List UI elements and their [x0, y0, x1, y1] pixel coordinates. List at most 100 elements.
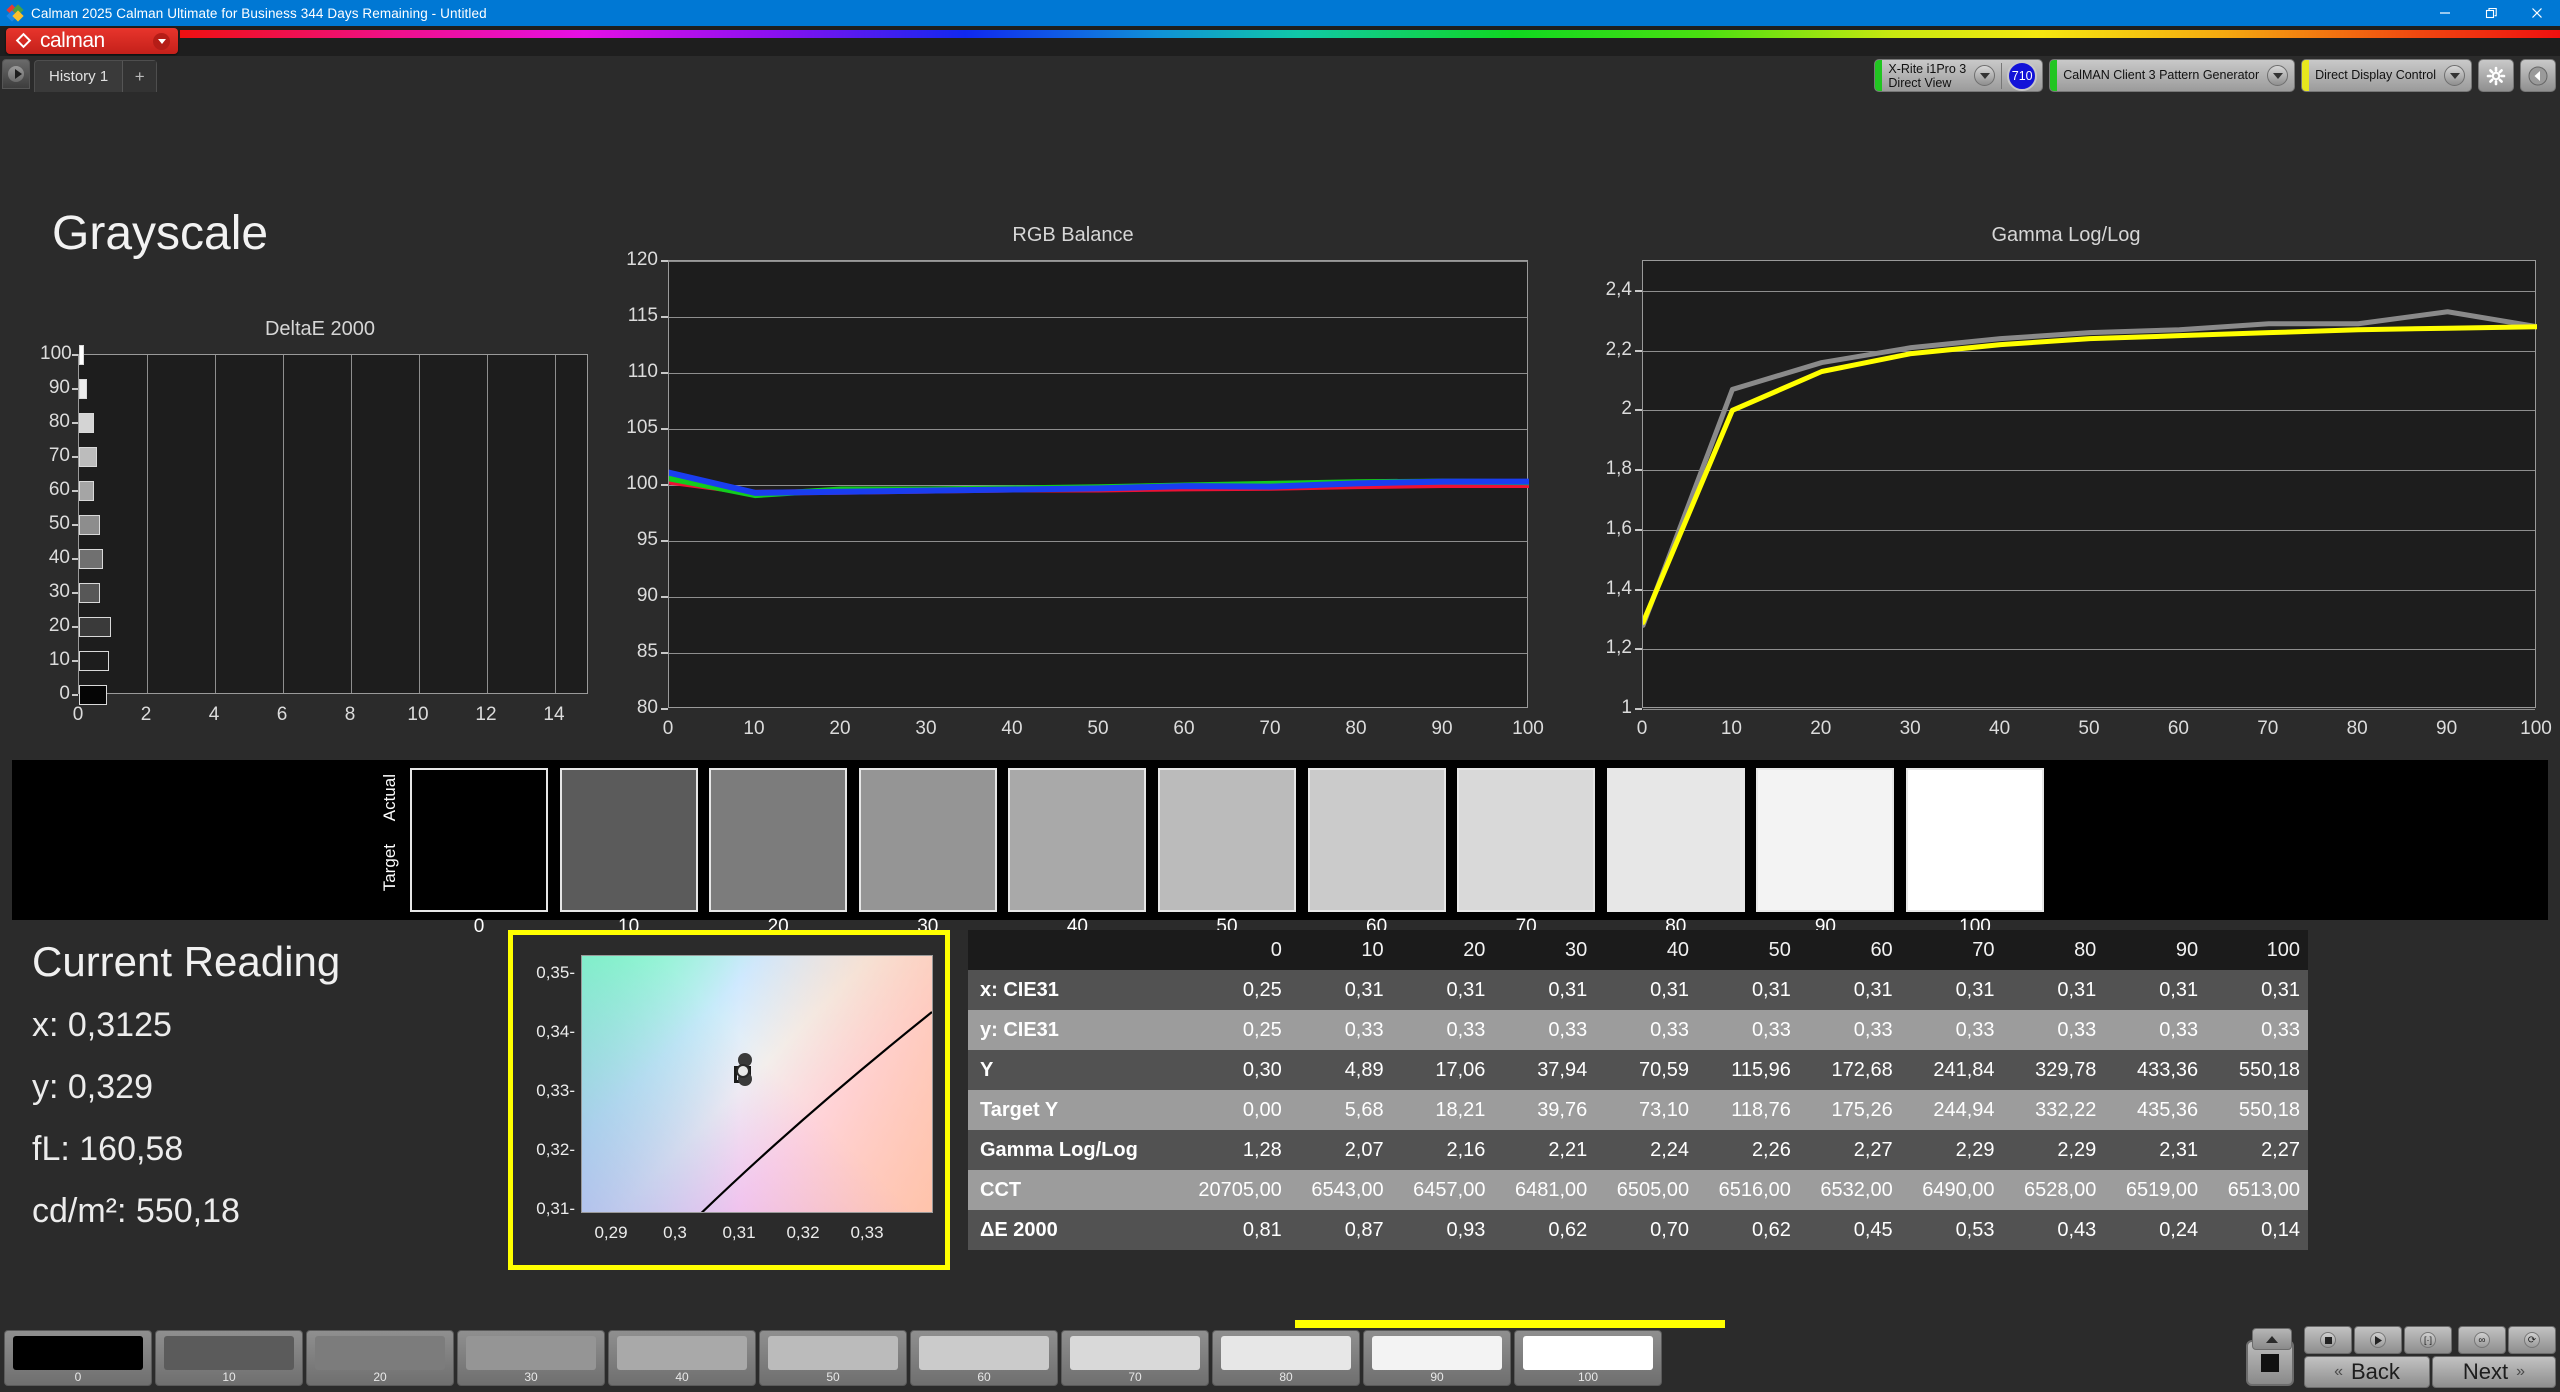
lower-section: Current Reading x: 0,3125 y: 0,329 fL: 1… — [0, 928, 2560, 1320]
restore-icon[interactable] — [2468, 0, 2514, 26]
play-button[interactable] — [2354, 1326, 2402, 1354]
stop-button[interactable] — [2304, 1326, 2352, 1354]
patch-swatch[interactable] — [1158, 768, 1296, 912]
expand-up-button[interactable] — [2252, 1328, 2292, 1350]
table-cell: 6490,00 — [1900, 1170, 2003, 1210]
y-tick-label: 1,4 — [1605, 577, 1632, 599]
y-tick-label: 30 — [48, 581, 70, 602]
table-cell: 0,62 — [1697, 1210, 1799, 1250]
table-cell: 2,21 — [1493, 1130, 1596, 1170]
patch-thumbnail[interactable]: 20 — [306, 1330, 454, 1386]
minimize-icon[interactable] — [2422, 0, 2468, 26]
chevron-down-icon[interactable] — [2444, 65, 2465, 86]
x-tick-label: 12 — [475, 704, 497, 725]
settings-button[interactable] — [2478, 59, 2514, 92]
patch-swatch[interactable] — [410, 768, 548, 912]
pattern-generator-selector[interactable]: CalMAN Client 3 Pattern Generator — [2049, 59, 2296, 92]
cie-chromaticity-chart[interactable]: 0,35- 0,34- 0,33- 0,32- 0,31- 0,29 0,3 0,31 0,32… — [508, 930, 950, 1270]
add-tab-button[interactable]: + — [122, 61, 157, 92]
patch-swatch[interactable] — [1906, 768, 2044, 912]
actual-label: Actual — [380, 774, 399, 822]
chevron-up-icon — [2266, 1335, 2278, 1343]
thumbnail-label: 50 — [826, 1370, 840, 1384]
table-cell: 0,31 — [2206, 970, 2308, 1010]
chevron-down-icon[interactable] — [2267, 65, 2289, 86]
workspace: Grayscale DeltaE 2000 0 2 4 6 8 10 12 14 0 10 20 30… — [0, 96, 2560, 1320]
y-tick-label: 2 — [1621, 398, 1632, 420]
patch-thumbnail[interactable]: 0 — [4, 1330, 152, 1386]
meter-selector[interactable]: X-Rite i1Pro 3 Direct View 710 — [1874, 59, 2044, 92]
column-header: 40 — [1595, 930, 1698, 970]
table-cell: 0,14 — [2206, 1210, 2308, 1250]
patch-swatch[interactable] — [1008, 768, 1147, 912]
table-cell: 550,18 — [2206, 1050, 2308, 1090]
patch-swatch[interactable] — [1307, 768, 1446, 912]
patch-thumbnail[interactable]: 70 — [1061, 1330, 1209, 1386]
table-cell: 0,33 — [2206, 1010, 2308, 1050]
patch-thumbnail[interactable]: 10 — [155, 1330, 303, 1386]
table-row: Target Y 0,00 5,68 18,21 39,76 73,10 118,76 175… — [968, 1090, 2308, 1130]
patch-thumbnail[interactable]: 80 — [1212, 1330, 1360, 1386]
patch-swatch[interactable] — [1756, 768, 1895, 912]
patch-thumbnail[interactable]: 90 — [1363, 1330, 1511, 1386]
refresh-button[interactable]: ⟳ — [2508, 1326, 2556, 1354]
chart-title: RGB Balance — [1012, 224, 1134, 246]
patch-thumbnail[interactable]: 100 — [1514, 1330, 1662, 1386]
generator-name: CalMAN Client 3 Pattern Generator — [2063, 68, 2260, 82]
patch-thumbnail[interactable]: 40 — [608, 1330, 756, 1386]
table-cell: 17,06 — [1391, 1050, 1494, 1090]
table-row: y: CIE31 0,25 0,33 0,33 0,33 0,33 0,33 0,33 0,33… — [968, 1010, 2308, 1050]
patch-thumbnail[interactable]: 50 — [759, 1330, 907, 1386]
patch-thumbnail[interactable]: 30 — [457, 1330, 605, 1386]
table-cell: 244,94 — [1900, 1090, 2003, 1130]
display-control-selector[interactable]: Direct Display Control — [2301, 59, 2472, 92]
column-header: 50 — [1697, 930, 1799, 970]
stop-measurement-button[interactable] — [2246, 1328, 2294, 1386]
back-button[interactable]: « Back — [2304, 1356, 2430, 1388]
meter-model-badge[interactable]: 710 — [2007, 60, 2038, 91]
x-tick-label: 100 — [1512, 718, 1544, 739]
x-tick-label: 70 — [2257, 718, 2279, 739]
patch-swatch[interactable] — [709, 768, 848, 912]
range-icon: [·] — [2420, 1332, 2436, 1348]
range-button[interactable]: [·] — [2404, 1326, 2452, 1354]
x-tick-label: 10 — [407, 704, 429, 725]
close-icon[interactable] — [2514, 0, 2560, 26]
collapse-panel-button[interactable] — [2520, 59, 2556, 92]
delta-e-bar — [79, 413, 94, 433]
chevron-down-icon[interactable] — [1974, 65, 1996, 86]
summary-row: Avg dE2000: 0,6 Avg CCT: 6508 Contrast R… — [0, 656, 2560, 845]
current-reading-title: Current Reading — [32, 938, 341, 985]
patch-swatch[interactable] — [1457, 768, 1596, 912]
table-cell: 6481,00 — [1493, 1170, 1596, 1210]
table-cell: 6519,00 — [2104, 1170, 2207, 1210]
table-cell: 329,78 — [2002, 1050, 2105, 1090]
next-button[interactable]: Next » — [2432, 1356, 2556, 1388]
workflow-nav-button[interactable] — [2, 59, 30, 89]
table-cell: 5,68 — [1289, 1090, 1392, 1130]
chevron-down-icon[interactable] — [153, 33, 170, 50]
table-cell: 0,33 — [2104, 1010, 2207, 1050]
table-cell: 6528,00 — [2002, 1170, 2105, 1210]
column-header: 90 — [2104, 930, 2207, 970]
x-tick-label: 70 — [1259, 718, 1281, 739]
patch-swatch[interactable] — [1606, 768, 1745, 912]
delta-e-bar — [79, 447, 98, 467]
patch-swatch[interactable] — [858, 768, 997, 912]
thumbnail-swatch — [13, 1336, 143, 1370]
patch-swatch[interactable] — [559, 768, 698, 912]
back-caret-icon: « — [2334, 1363, 2343, 1380]
calman-brand-button[interactable]: calman — [6, 28, 178, 54]
patch-thumbnail[interactable]: 60 — [910, 1330, 1058, 1386]
tab-history-1[interactable]: History 1 + — [34, 60, 158, 92]
row-label: y: CIE31 — [968, 1010, 1188, 1050]
continuous-button[interactable]: ∞ — [2458, 1326, 2506, 1354]
table-cell: 1,28 — [1188, 1130, 1290, 1170]
table-cell: 37,94 — [1493, 1050, 1596, 1090]
tab-label: History 1 — [49, 68, 109, 85]
brand-label: calman — [40, 29, 105, 52]
table-row: ΔE 2000 0,81 0,87 0,93 0,62 0,70 0,62 0,45 0,53 0… — [968, 1210, 2308, 1250]
table-cell: 6457,00 — [1391, 1170, 1494, 1210]
gear-icon — [2486, 66, 2506, 85]
table-cell: 0,33 — [1697, 1010, 1799, 1050]
